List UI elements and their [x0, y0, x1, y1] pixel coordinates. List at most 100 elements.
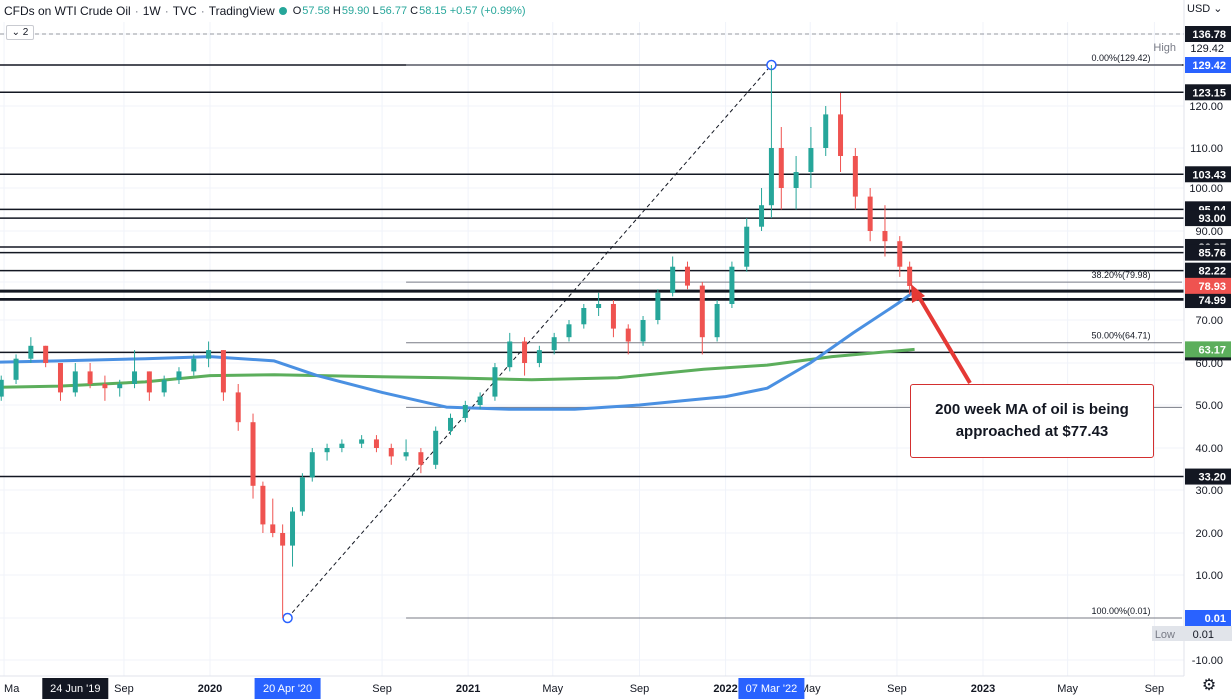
- time-tick-label: May: [800, 683, 821, 695]
- candle-body: [418, 452, 424, 465]
- price-tick-label: 90.00: [1195, 226, 1223, 238]
- open-value: 57.58: [302, 5, 330, 17]
- candle-body: [448, 417, 454, 431]
- price-badge: 0.01: [1205, 613, 1226, 625]
- candle-body: [28, 345, 34, 359]
- candle-body: [462, 405, 468, 418]
- candle-body: [132, 371, 138, 384]
- candle-body: [640, 320, 646, 342]
- price-level-badge: 93.00: [1198, 213, 1226, 225]
- trend-anchor-low: [282, 612, 293, 624]
- fib-level-label: 0.00%(129.42): [1091, 53, 1150, 63]
- currency-selector[interactable]: USD ⌄: [1187, 2, 1223, 15]
- candle-body: [280, 533, 286, 546]
- price-tick-label: 30.00: [1195, 485, 1223, 497]
- candle-body: [146, 371, 152, 393]
- candle-body: [823, 114, 829, 148]
- ohlc-values: O57.58 H59.90 L56.77 C58.15 +0.57 (+0.99…: [292, 5, 526, 17]
- candle-body: [625, 328, 631, 342]
- candle-body: [610, 304, 616, 329]
- provider-label: TradingView: [208, 4, 275, 18]
- candle-body: [260, 485, 266, 525]
- time-tick-label: Sep: [630, 683, 650, 695]
- candle-body: [309, 452, 315, 478]
- price-tick-label: 40.00: [1195, 443, 1223, 455]
- price-level-badge-bg: [1185, 292, 1231, 309]
- candle-body: [270, 524, 276, 533]
- time-highlight-label: 24 Jun '19: [50, 683, 100, 695]
- close-value: 58.15: [419, 5, 447, 17]
- price-level-badge: 74.99: [1198, 295, 1226, 307]
- time-highlight-bg: [738, 678, 805, 699]
- fib-level-label: 50.00%(64.71): [1091, 331, 1150, 341]
- indicator-count: 2: [22, 27, 29, 38]
- price-level-badge-bg: [1185, 84, 1231, 101]
- time-highlight-label: 20 Apr '20: [263, 683, 312, 695]
- candle-body: [13, 358, 19, 380]
- price-tick-label: 70.00: [1195, 315, 1223, 327]
- time-highlight-label: 07 Mar '22: [746, 683, 798, 695]
- change-value: +0.57 (+0.99%): [449, 5, 526, 17]
- ma-annotation-box: 200 week MA of oil is being approached a…: [910, 384, 1154, 458]
- time-tick-label: May: [542, 683, 563, 695]
- legend-collapse-toggle[interactable]: ⌄ 2: [6, 25, 34, 40]
- candle-body: [72, 371, 78, 393]
- low-value-label: 0.01: [1193, 629, 1214, 641]
- candle-body: [522, 341, 528, 363]
- time-highlight-bg: [254, 678, 321, 699]
- price-badge: 78.93: [1198, 281, 1226, 293]
- low-label: Low: [1155, 629, 1175, 641]
- time-tick-label: Sep: [887, 683, 907, 695]
- candle-body: [793, 172, 799, 188]
- candle-body: [43, 345, 49, 363]
- price-badge-bg: [1185, 610, 1231, 626]
- ma-long-line: [0, 347, 915, 389]
- candle-body: [768, 148, 774, 206]
- candle-body: [102, 384, 108, 389]
- price-tick-label: 10.00: [1195, 570, 1223, 582]
- fib-trend-line: [287, 64, 772, 619]
- price-level-badge: 85.76: [1198, 248, 1226, 260]
- price-tick-label: 110.00: [1190, 143, 1223, 155]
- candle-body: [759, 205, 765, 227]
- candle-body: [838, 114, 844, 156]
- price-tick-label: 100.00: [1189, 183, 1223, 195]
- symbol-name[interactable]: CFDs on WTI Crude Oil: [4, 4, 131, 18]
- gear-icon[interactable]: ⚙: [1201, 677, 1217, 694]
- annotation-arrow-shaft: [914, 290, 972, 385]
- annotation-line-2: approached at $77.43: [955, 423, 1109, 440]
- candle-body: [897, 241, 903, 267]
- candle-body: [290, 511, 296, 546]
- price-tick-label: 60.00: [1195, 358, 1223, 370]
- candle-body: [670, 266, 676, 293]
- candle-body: [596, 304, 602, 308]
- chart-header: CFDs on WTI Crude Oil · 1W · TVC · TradingV…: [4, 4, 526, 18]
- time-tick-label: May: [1057, 683, 1078, 695]
- price-level-badge: 123.15: [1192, 87, 1226, 99]
- price-tick-label: 20.00: [1195, 528, 1223, 540]
- market-status-dot: [278, 7, 287, 15]
- candle-body: [477, 396, 483, 405]
- candle-body: [867, 196, 873, 231]
- ma-200-line: [0, 290, 916, 411]
- price-level-badge-bg: [1185, 262, 1231, 279]
- candle-body: [339, 443, 345, 448]
- interval-label[interactable]: 1W: [142, 4, 161, 18]
- candle-body: [566, 324, 572, 338]
- time-tick-label: 2022: [713, 683, 737, 695]
- candle-body: [117, 384, 123, 389]
- price-level-badge: 136.78: [1192, 29, 1226, 41]
- annotation-arrow-head: [911, 284, 925, 303]
- candle-body: [206, 350, 212, 359]
- candle-body: [433, 430, 439, 465]
- chevron-down-icon: ⌄: [11, 27, 21, 38]
- low-value: 56.77: [379, 5, 408, 17]
- time-tick-label: Ma: [4, 683, 20, 695]
- candle-body: [191, 358, 197, 372]
- source-label: TVC: [172, 4, 197, 18]
- price-level-badge-bg: [1185, 166, 1231, 183]
- time-tick-label: Sep: [114, 683, 134, 695]
- candle-body: [388, 448, 394, 457]
- price-level-badge-bg: [1185, 244, 1231, 261]
